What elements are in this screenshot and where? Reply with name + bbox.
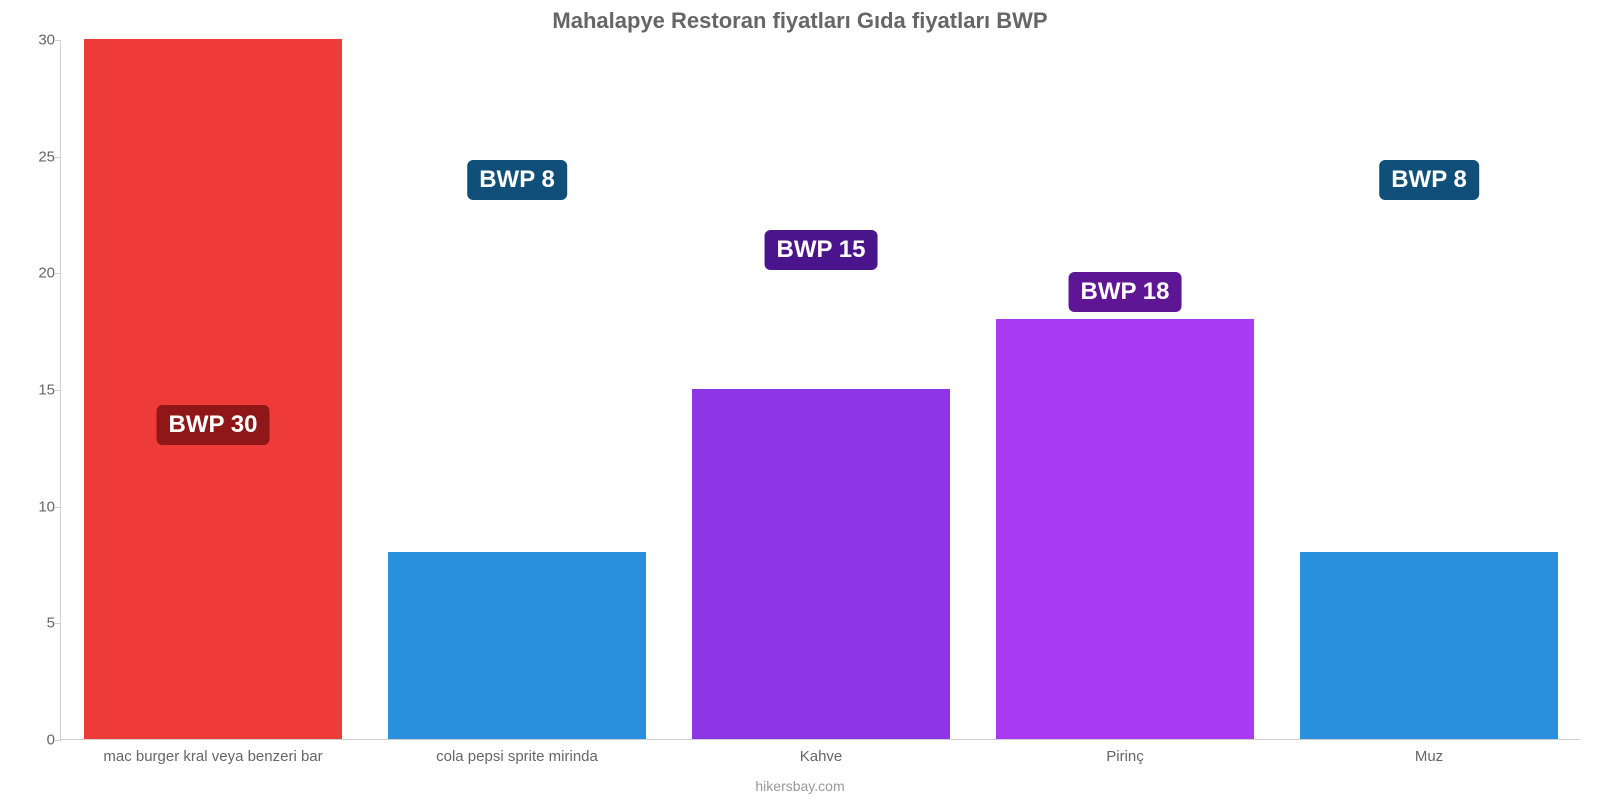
y-tick-label: 30 — [21, 32, 55, 49]
y-tick-mark — [55, 273, 61, 274]
y-tick-label: 25 — [21, 148, 55, 165]
y-tick-mark — [55, 40, 61, 41]
bar — [388, 552, 646, 739]
x-tick-label: Kahve — [669, 748, 973, 765]
value-badge: BWP 8 — [467, 160, 567, 200]
y-tick-label: 15 — [21, 382, 55, 399]
chart-title: Mahalapye Restoran fiyatları Gıda fiyatl… — [0, 8, 1600, 34]
bars-layer: BWP 30mac burger kral veya benzeri barBW… — [61, 40, 1580, 739]
y-tick-mark — [55, 507, 61, 508]
value-badge: BWP 18 — [1069, 272, 1182, 312]
x-tick-label: mac burger kral veya benzeri bar — [61, 748, 365, 765]
chart-container: Mahalapye Restoran fiyatları Gıda fiyatl… — [0, 0, 1600, 800]
bar — [1300, 552, 1558, 739]
x-tick-label: cola pepsi sprite mirinda — [365, 748, 669, 765]
value-badge: BWP 8 — [1379, 160, 1479, 200]
x-tick-label: Pirinç — [973, 748, 1277, 765]
bar — [996, 319, 1254, 739]
y-tick-label: 0 — [21, 732, 55, 749]
value-badge: BWP 15 — [765, 230, 878, 270]
plot-area: BWP 30mac burger kral veya benzeri barBW… — [60, 40, 1580, 740]
y-tick-mark — [55, 623, 61, 624]
x-tick-label: Muz — [1277, 748, 1581, 765]
y-tick-label: 10 — [21, 498, 55, 515]
y-tick-label: 5 — [21, 615, 55, 632]
y-tick-mark — [55, 390, 61, 391]
bar — [84, 39, 342, 739]
y-tick-mark — [55, 157, 61, 158]
y-tick-mark — [55, 740, 61, 741]
bar — [692, 389, 950, 739]
y-tick-label: 20 — [21, 265, 55, 282]
value-badge: BWP 30 — [157, 405, 270, 445]
attribution-text: hikersbay.com — [0, 778, 1600, 794]
